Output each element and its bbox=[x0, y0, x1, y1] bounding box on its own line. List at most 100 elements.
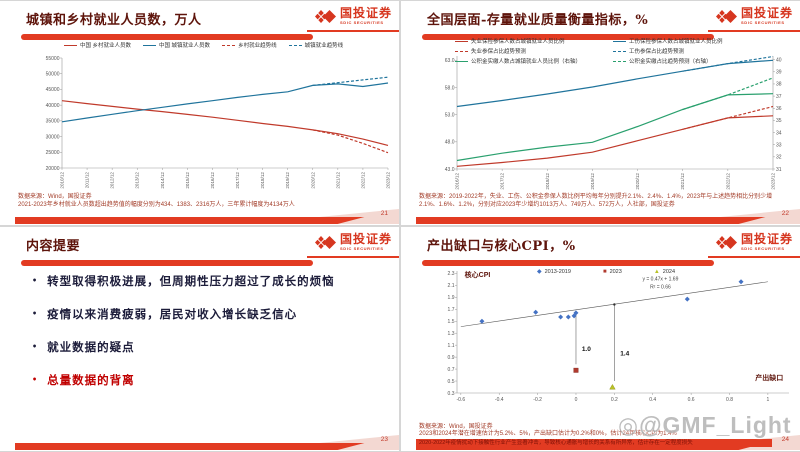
svg-text:1.4: 1.4 bbox=[620, 350, 629, 357]
legend-label: 工伤保险参保人数占城镇就业人员比例 bbox=[629, 39, 723, 45]
logo-rule bbox=[708, 30, 800, 32]
summary-bullet-list: • 转型取得积极进展，但周期性压力超过了成长的烦恼 • 疫情以来消费疲弱，居民对收入增… bbox=[32, 273, 375, 405]
legend-item: 中国 城镇就业人员数 bbox=[143, 41, 210, 49]
svg-text:1.7: 1.7 bbox=[448, 307, 455, 313]
legend-label: 公积金实缴人数占城镇就业人员比例（右轴） bbox=[471, 59, 582, 65]
svg-text:0.4: 0.4 bbox=[649, 397, 656, 403]
svg-text:45000: 45000 bbox=[46, 87, 60, 93]
svg-text:25000: 25000 bbox=[46, 150, 60, 156]
svg-text:2016/12: 2016/12 bbox=[210, 172, 215, 189]
brand-name-cn: 国投证券 bbox=[740, 232, 793, 246]
legend-line-swatch bbox=[455, 40, 468, 42]
legend-label: 中国 城镇就业人员数 bbox=[159, 43, 211, 49]
svg-text:1: 1 bbox=[766, 397, 769, 403]
svg-text:产出缺口: 产出缺口 bbox=[755, 373, 783, 382]
svg-text:2022/12: 2022/12 bbox=[360, 172, 365, 189]
legend-marker-icon: ▲ bbox=[653, 269, 660, 275]
title-underline-bar bbox=[422, 34, 714, 40]
legend-item: 中国 乡村就业人员数 bbox=[64, 41, 131, 49]
page-title: 全国层面-存量就业质量衡量指标，% bbox=[427, 13, 649, 28]
footer-red-bar bbox=[416, 217, 766, 224]
svg-text:-0.2: -0.2 bbox=[533, 397, 542, 403]
legend-label: 2013-2019 bbox=[544, 269, 571, 275]
legend-item: 城镇就业趋势线 bbox=[288, 41, 343, 49]
gmf-light-watermark: ◎@GMF_Light bbox=[618, 412, 792, 439]
estimate-note: 2023和2024年潜在增速估计为5.2%、5%，产出缺口估计为0.2%和0%，… bbox=[419, 431, 677, 437]
quality-chart-box: 失业保险参保人数占城镇就业人员比例 工伤保险参保人数占城镇就业人员比例失业参保占比… bbox=[427, 37, 795, 197]
logo-rule bbox=[708, 256, 800, 258]
legend-item: 失业保险参保人数占城镇就业人员比例 bbox=[455, 37, 605, 45]
svg-text:53.0: 53.0 bbox=[445, 112, 455, 118]
svg-text:0.6: 0.6 bbox=[688, 397, 695, 403]
svg-text:2017/12: 2017/12 bbox=[235, 172, 240, 189]
svg-text:38: 38 bbox=[776, 82, 782, 88]
brand-name-en: SDIC SECURITIES bbox=[740, 246, 785, 251]
svg-text:35000: 35000 bbox=[46, 119, 60, 125]
bullet-dot: • bbox=[32, 341, 39, 351]
footer-red-bar bbox=[15, 217, 365, 224]
highlighted-note: 2020-2022年疫情扰动下接触性行业产生显著冲击，导致核心通胀与增长的关系有… bbox=[416, 439, 772, 447]
quality-chart-legend: 失业保险参保人数占城镇就业人员比例 工伤保险参保人数占城镇就业人员比例失业参保占比… bbox=[455, 37, 723, 65]
watermark-icon: ◎ bbox=[618, 412, 640, 438]
employment-chart-legend: 中国 乡村就业人员数 中国 城镇就业人员数 乡村就业趋势线 城镇就业趋势线 bbox=[64, 41, 343, 49]
data-source-note: 数据来源：2019-2022年，失业、工伤、公积金参保人数比例平均每年分别提升2… bbox=[419, 194, 773, 209]
legend-marker-icon: ■ bbox=[602, 269, 607, 275]
slide-employment-quality: 全国层面-存量就业质量衡量指标，% 国投证券 SDIC SECURITIES 失… bbox=[401, 1, 800, 225]
legend-item: 失业参保占比趋势预测 bbox=[455, 47, 605, 55]
svg-text:1.1: 1.1 bbox=[448, 343, 455, 349]
quality-line-chart: 43.0 48.0 53.0 58.0 63.0 31 32 33 34 35 36 37 38 39 40… bbox=[445, 55, 782, 190]
brand-name-cn: 国投证券 bbox=[339, 232, 392, 246]
employment-line-chart: 20000 25000 30000 35000 40000 45000 50000 55000… bbox=[46, 56, 391, 189]
bullet-text: 就业数据的疑点 bbox=[47, 340, 135, 354]
legend-item: 公积金实缴占比趋势预测（右轴） bbox=[613, 57, 723, 65]
svg-text:63.0: 63.0 bbox=[445, 58, 455, 64]
data-source-note: 数据来源：Wind，国投证券 bbox=[419, 424, 493, 430]
page-title: 产出缺口与核心CPI，% bbox=[427, 239, 576, 254]
logo-rule bbox=[307, 256, 399, 258]
legend-item: ■ 2023 bbox=[603, 269, 622, 275]
svg-text:2.3: 2.3 bbox=[448, 271, 455, 277]
svg-text:0.9: 0.9 bbox=[448, 355, 455, 361]
legend-marker-icon: ◆ bbox=[537, 269, 542, 275]
svg-text:R² = 0.66: R² = 0.66 bbox=[650, 284, 671, 290]
legend-item: 工伤保险参保人数占城镇就业人员比例 bbox=[613, 37, 723, 45]
svg-text:43.0: 43.0 bbox=[445, 167, 455, 173]
svg-text:39: 39 bbox=[776, 70, 782, 76]
legend-item: 工伤参保占比趋势预测 bbox=[613, 47, 723, 55]
legend-label: 2023 bbox=[609, 269, 622, 275]
svg-text:30000: 30000 bbox=[46, 134, 60, 140]
svg-text:2020/12: 2020/12 bbox=[635, 173, 640, 190]
sdic-logo: 国投证券 SDIC SECURITIES bbox=[715, 232, 793, 251]
bullet-text: 转型取得积极进展，但周期性压力超过了成长的烦恼 bbox=[47, 274, 335, 288]
svg-text:2018/12: 2018/12 bbox=[545, 173, 550, 190]
deviation-note: 2021-2023年乡村就业人员数超出趋势值的幅度分别为434、1383、231… bbox=[18, 202, 295, 208]
legend-label: 工伤参保占比趋势预测 bbox=[629, 49, 685, 55]
brand-name-en: SDIC SECURITIES bbox=[339, 20, 384, 25]
sdic-diamond-icon bbox=[314, 235, 336, 249]
svg-text:55000: 55000 bbox=[46, 56, 60, 62]
legend-label: 失业参保占比趋势预测 bbox=[471, 49, 527, 55]
svg-text:-0.6: -0.6 bbox=[457, 397, 466, 403]
svg-text:2012/12: 2012/12 bbox=[110, 172, 115, 189]
sdic-logo: 国投证券 SDIC SECURITIES bbox=[314, 7, 392, 25]
page-title: 城镇和乡村就业人员数，万人 bbox=[26, 13, 202, 28]
footer-red-bar bbox=[15, 443, 365, 450]
legend-line-swatch bbox=[455, 60, 468, 62]
svg-text:2010/12: 2010/12 bbox=[60, 172, 65, 189]
sdic-diamond-icon bbox=[715, 235, 737, 249]
legend-line-swatch bbox=[613, 50, 626, 52]
legend-line-swatch bbox=[143, 44, 157, 46]
svg-text:2017/12: 2017/12 bbox=[500, 173, 505, 190]
svg-text:32: 32 bbox=[776, 155, 782, 161]
svg-text:2023/12: 2023/12 bbox=[386, 172, 391, 189]
svg-text:2021/12: 2021/12 bbox=[335, 172, 340, 189]
legend-line-swatch bbox=[455, 50, 468, 52]
svg-text:31: 31 bbox=[776, 167, 782, 173]
svg-text:2020/12: 2020/12 bbox=[310, 172, 315, 189]
sdic-logo-text: 国投证券 SDIC SECURITIES bbox=[340, 7, 392, 25]
svg-text:40: 40 bbox=[776, 57, 782, 63]
svg-text:2014/12: 2014/12 bbox=[160, 172, 165, 189]
employment-chart-box: 中国 乡村就业人员数 中国 城镇就业人员数 乡村就业趋势线 城镇就业趋势线 20000… bbox=[24, 39, 394, 197]
summary-bullet: • 总量数据的背离 bbox=[32, 372, 375, 388]
